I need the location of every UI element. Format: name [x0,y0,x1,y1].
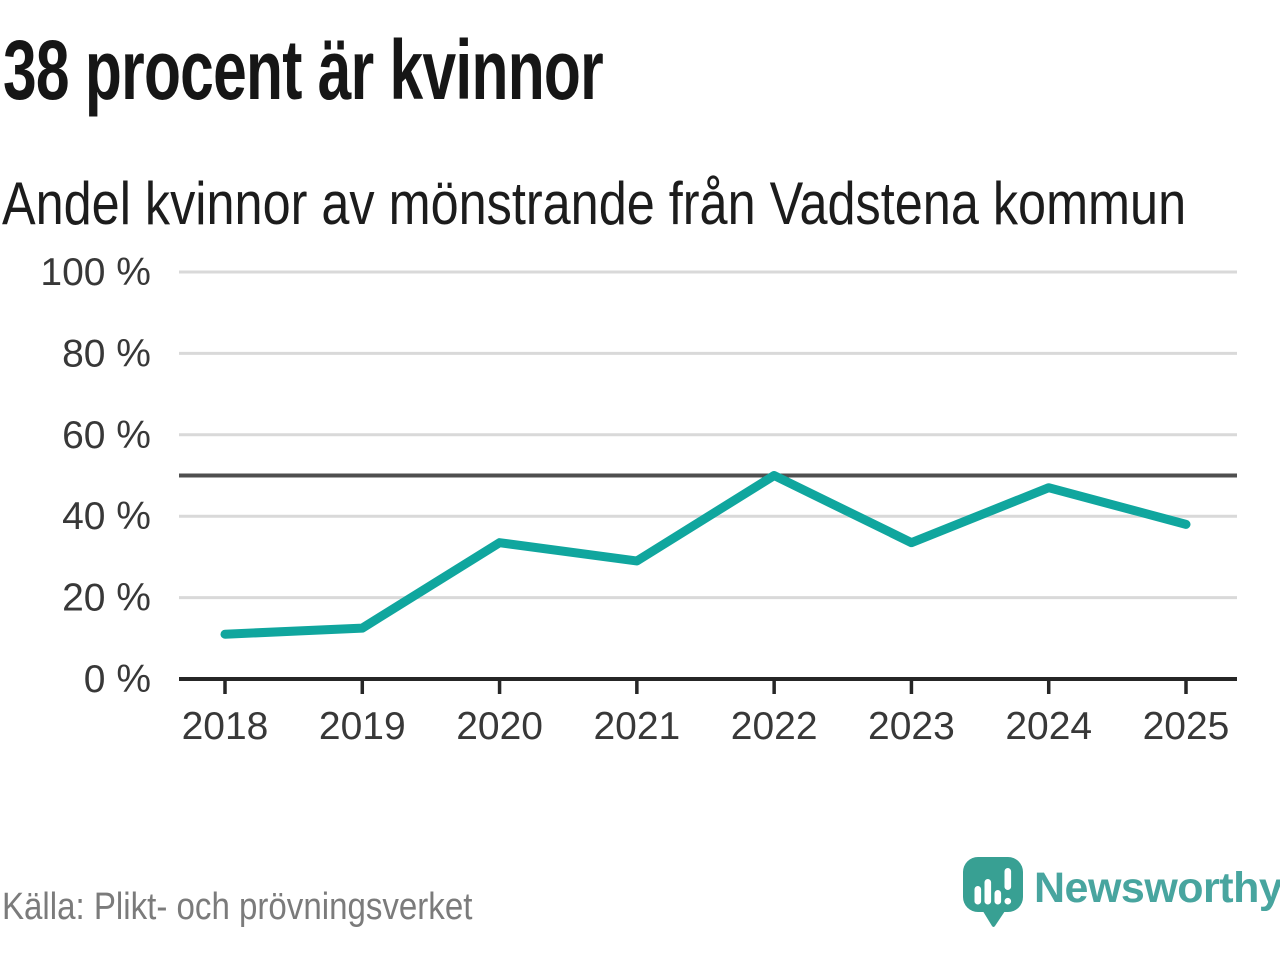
y-tick-label: 0 % [84,658,151,701]
y-tick-label: 60 % [62,414,151,457]
y-axis-labels: 0 % 20 % 40 % 60 % 80 % 100 % [40,251,151,701]
x-tick-label: 2023 [868,705,955,748]
x-tick-label: 2018 [182,705,269,748]
data-line-andel-kvinnor [220,471,1191,639]
y-tick-label: 40 % [62,495,151,538]
x-tick-label: 2021 [593,705,680,748]
y-tick-label: 80 % [62,332,151,375]
newsworthy-logo-icon [963,857,1023,927]
headline: 38 procent är kvinnor [3,23,604,117]
x-tick-label: 2022 [731,705,818,748]
newsworthy-logo: Newsworthy [962,856,1280,932]
x-axis-labels: 2018 2019 2020 2021 2022 2023 2024 2025 [182,705,1230,748]
x-tick-label: 2020 [456,705,543,748]
x-tick-label: 2024 [1005,705,1092,748]
newsworthy-logo-text: Newsworthy [1034,864,1280,912]
x-axis [179,677,1237,694]
y-tick-label: 20 % [62,577,151,620]
chart-subtitle: Andel kvinnor av mönstrande från Vadsten… [2,170,1187,237]
source-note: Källa: Plikt- och prövningsverket [2,886,473,928]
y-tick-label: 100 % [40,251,151,294]
x-tick-label: 2019 [319,705,406,748]
x-tick-label: 2025 [1143,705,1230,748]
y-gridlines [179,270,1237,600]
